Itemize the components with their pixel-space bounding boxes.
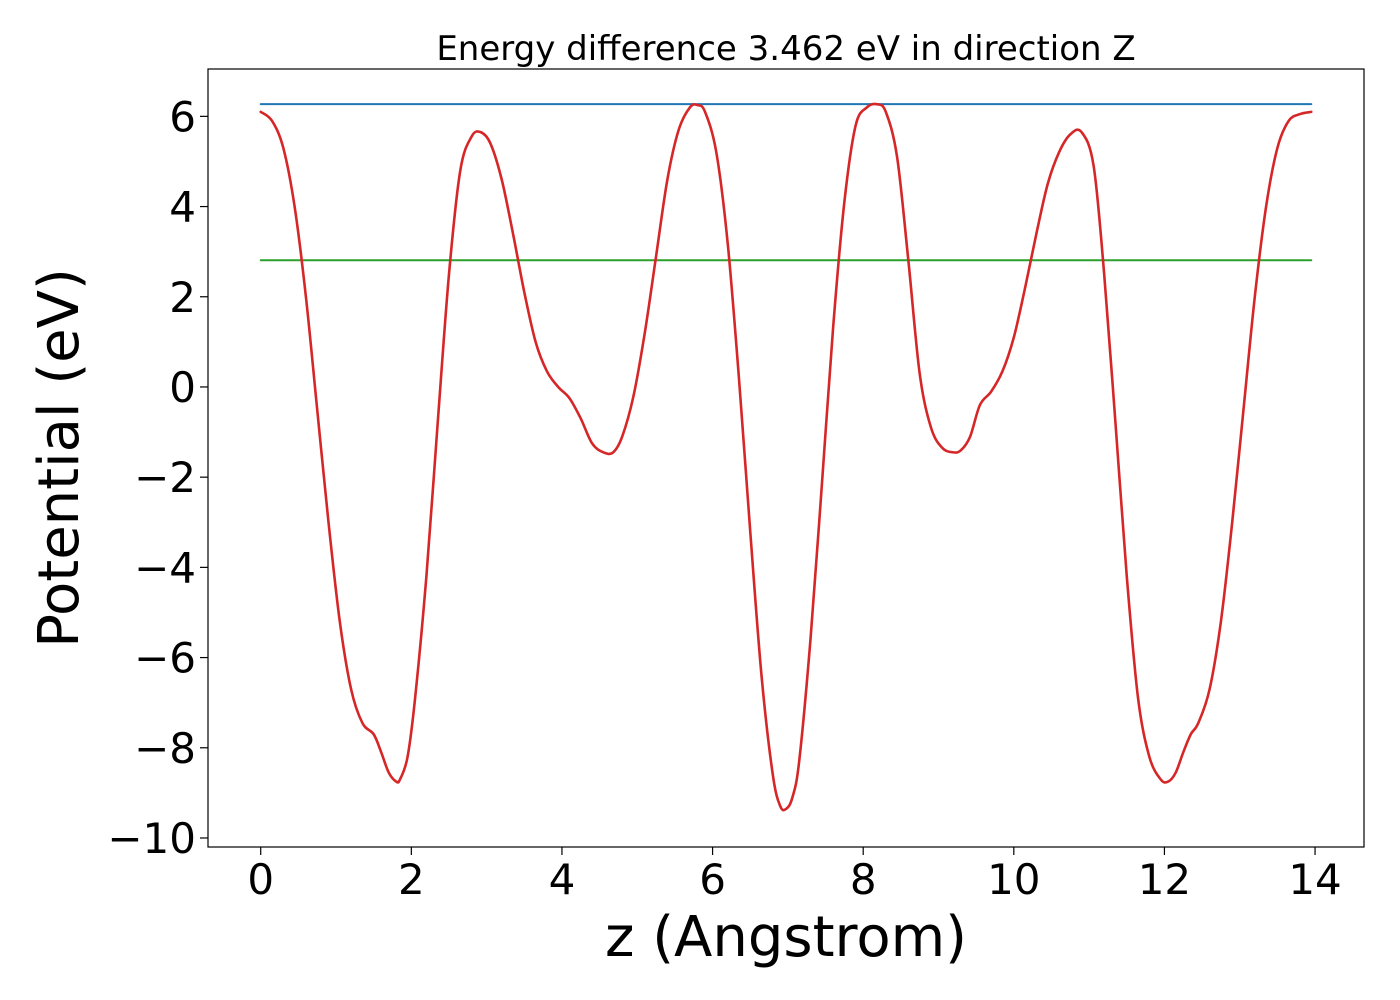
chart-title: Energy difference 3.462 eV in direction … [436, 29, 1135, 69]
y-axis: −10 −8 −6 −4 −2 0 2 4 6 [107, 92, 208, 863]
x-tick-label: 6 [699, 855, 726, 904]
x-tick-label: 2 [398, 855, 425, 904]
y-tick-label: 4 [169, 183, 196, 232]
x-tick-label: 0 [247, 855, 274, 904]
x-tick-label: 12 [1138, 855, 1191, 904]
y-tick-label: −2 [134, 453, 196, 502]
y-tick-label: −6 [134, 634, 196, 683]
x-tick-label: 8 [850, 855, 877, 904]
x-axis-label: z (Angstrom) [605, 905, 967, 970]
y-tick-label: 2 [169, 273, 196, 322]
series-lines [259, 102, 1313, 812]
x-tick-label: 14 [1288, 855, 1341, 904]
y-axis-label: Potential (eV) [27, 268, 92, 648]
x-tick-label: 4 [549, 855, 576, 904]
x-tick-label: 10 [987, 855, 1040, 904]
potential-curve [259, 102, 1313, 812]
y-tick-label: 0 [169, 363, 196, 412]
y-tick-label: 6 [169, 92, 196, 141]
y-tick-label: −4 [134, 543, 196, 592]
y-tick-label: −8 [134, 724, 196, 773]
plot-frame [207, 68, 1365, 848]
y-tick-label: −10 [107, 814, 196, 863]
x-axis: 0 2 4 6 8 10 12 14 [247, 847, 1342, 904]
